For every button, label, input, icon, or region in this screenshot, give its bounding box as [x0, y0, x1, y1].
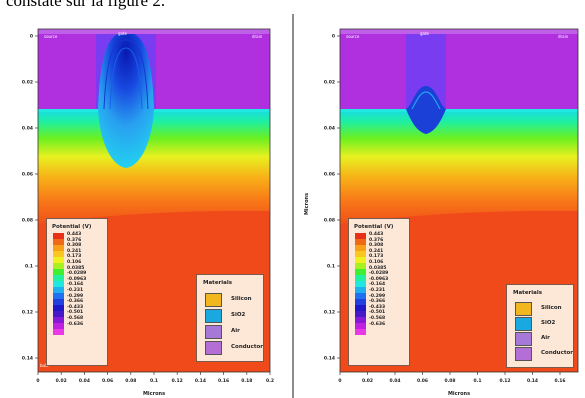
legend-title: Potential (V) — [354, 224, 394, 230]
y-tick-label: 0.02 — [324, 80, 335, 86]
simulation-panel-right: 0 0.02 0.04 0.06 0.08 0.1 0.12 0.14 0 0.02 0.04 0.… — [292, 14, 585, 398]
y-tick-label: 0 — [30, 34, 33, 40]
potential-legend: Potential (V) 0.443 0.376 0.308 0.241 — [46, 218, 108, 366]
oxide-band — [340, 29, 578, 109]
depletion-bump — [406, 86, 446, 134]
x-tick-label: 0.16 — [218, 378, 229, 384]
potential-plot-left: 0 0.02 0.04 0.06 0.08 0.1 0.12 0.14 0 0.02 0.04 0.… — [22, 28, 274, 397]
materials-legend: Materials Silicon SiO2 Air Conductor — [506, 284, 574, 368]
top-label-drain: drain — [558, 34, 569, 39]
x-tick-label: 0.2 — [266, 378, 274, 384]
y-axis-label: Microns — [304, 193, 310, 215]
x-tick-label: 0.1 — [474, 378, 482, 384]
x-tick-label: 0.06 — [102, 378, 113, 384]
corner-label-bulk: bulk — [40, 363, 49, 368]
y-tick-label: 0.1 — [25, 264, 33, 270]
potential-plot-right: 0 0.02 0.04 0.06 0.08 0.1 0.12 0.14 0 0.02 0.04 0.… — [304, 28, 579, 397]
materials-title: Materials — [203, 280, 233, 286]
y-tick-label: 0.08 — [22, 218, 33, 224]
legend-color-bar — [53, 233, 64, 335]
y-tick-label: 0.1 — [327, 264, 335, 270]
x-tick-label: 0.12 — [172, 378, 183, 384]
y-tick-label: 0.12 — [22, 310, 33, 316]
y-tick-label: 0.08 — [324, 218, 335, 224]
y-tick-label: 0.06 — [22, 172, 33, 178]
material-swatch — [515, 317, 532, 331]
material-swatch — [515, 332, 532, 346]
materials-title: Materials — [513, 290, 543, 296]
x-tick-label: 0.14 — [195, 378, 206, 384]
x-tick-label: 0.02 — [362, 378, 373, 384]
y-tick-label: 0.14 — [22, 356, 33, 362]
potential-legend: Potential (V) 0.443 0.376 0.308 0.241 — [348, 218, 410, 366]
material-swatch — [205, 325, 222, 339]
x-axis-ticks: 0 0.02 0.04 0.06 0.08 0.1 0.12 0.14 0.16 — [338, 372, 566, 384]
x-tick-label: 0 — [36, 378, 39, 384]
y-tick-label: 0 — [332, 34, 335, 40]
y-tick-label: 0.04 — [22, 126, 33, 132]
x-tick-label: 0.14 — [527, 378, 538, 384]
x-tick-label: 0.18 — [241, 378, 252, 384]
depletion-bump — [98, 32, 154, 168]
material-swatch — [515, 302, 532, 316]
y-tick-label: 0.02 — [22, 80, 33, 86]
x-tick-label: 0.08 — [444, 378, 455, 384]
material-swatch — [515, 347, 532, 361]
caption-text: constate sur la figure 2. — [6, 0, 166, 10]
legend-color-bar — [355, 233, 366, 335]
y-tick-label: 0.04 — [324, 126, 335, 132]
y-tick-label: 0.12 — [324, 310, 335, 316]
potential-gradient — [340, 108, 578, 224]
plot-frame — [339, 28, 579, 373]
material-swatch — [205, 341, 222, 355]
top-label-gate: gate — [118, 31, 128, 36]
legend-values: 0.443 0.376 0.308 0.241 0.173 0.106 0.03… — [369, 232, 389, 327]
x-tick-label: 0.02 — [56, 378, 67, 384]
x-tick-label: 0.06 — [417, 378, 428, 384]
y-axis-ticks: 0 0.02 0.04 0.06 0.08 0.1 0.12 0.14 — [22, 34, 38, 362]
x-tick-label: 0.04 — [79, 378, 90, 384]
x-tick-label: 0.08 — [125, 378, 136, 384]
y-tick-label: 0.14 — [324, 356, 335, 362]
x-axis-label: Microns — [143, 391, 165, 397]
simulation-panel-left: 0 0.02 0.04 0.06 0.08 0.1 0.12 0.14 0 0.02 0.04 0.… — [0, 14, 288, 398]
top-label-source: source — [346, 34, 360, 39]
top-label-gate: gate — [420, 31, 430, 36]
x-tick-label: 0.16 — [554, 378, 565, 384]
legend-title: Potential (V) — [52, 224, 92, 230]
x-axis-label: Microns — [448, 391, 470, 397]
materials-legend: Materials Silicon SiO2 Air Conductor — [196, 274, 264, 362]
y-axis-ticks: 0 0.02 0.04 0.06 0.08 0.1 0.12 0.14 — [324, 34, 340, 362]
material-swatch — [205, 309, 222, 323]
top-label-source: source — [44, 34, 58, 39]
x-tick-label: 0.1 — [150, 378, 158, 384]
legend-values: 0.443 0.376 0.308 0.241 0.173 0.106 0.03… — [67, 232, 87, 327]
material-swatch — [205, 293, 222, 307]
x-tick-label: 0.12 — [499, 378, 510, 384]
top-label-drain: drain — [252, 34, 263, 39]
x-tick-label: 0 — [338, 378, 341, 384]
y-tick-label: 0.06 — [324, 172, 335, 178]
potential-gradient — [38, 108, 270, 224]
x-axis-ticks: 0 0.02 0.04 0.06 0.08 0.1 0.12 0.14 0.16 0.18 0.2 — [36, 372, 274, 384]
x-tick-label: 0.04 — [389, 378, 400, 384]
